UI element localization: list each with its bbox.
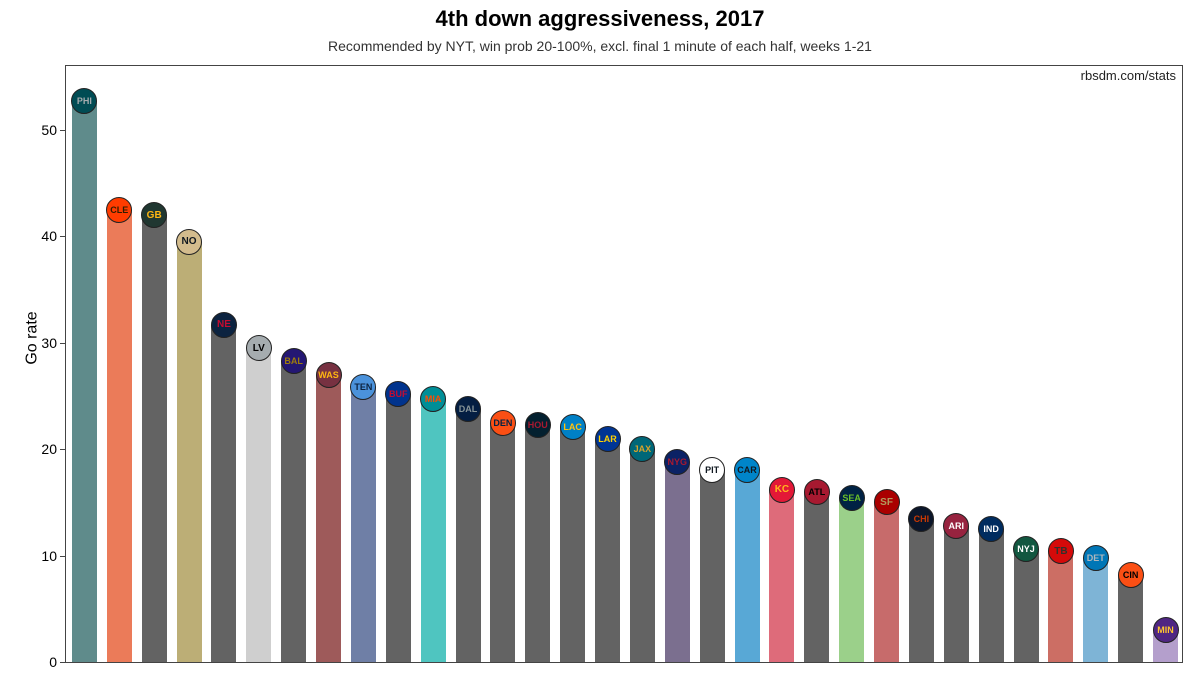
team-logo-sea: SEA — [839, 485, 865, 511]
team-logo-phi: PHI — [71, 88, 97, 114]
team-logo-lac: LAC — [560, 414, 586, 440]
team-logo-ari: ARI — [943, 513, 969, 539]
team-logo-min: MIN — [1153, 617, 1179, 643]
bar-mia: MIA — [421, 399, 446, 662]
bar-ne: NE — [211, 325, 236, 662]
team-logo-ten: TEN — [350, 374, 376, 400]
bar-chi: CHI — [909, 519, 934, 662]
bar-cin: CIN — [1118, 575, 1143, 662]
team-logo-dal: DAL — [455, 396, 481, 422]
team-logo-ne: NE — [211, 312, 237, 338]
team-logo-car: CAR — [734, 457, 760, 483]
y-tick-label: 50 — [0, 122, 57, 138]
y-tick-label: 20 — [0, 441, 57, 457]
y-tick-label: 0 — [0, 654, 57, 670]
bar-tb: TB — [1048, 551, 1073, 662]
team-logo-det: DET — [1083, 545, 1109, 571]
team-logo-sf: SF — [874, 489, 900, 515]
team-logo-gb: GB — [141, 202, 167, 228]
team-logo-cin: CIN — [1118, 562, 1144, 588]
bar-buf: BUF — [386, 394, 411, 662]
bar-nyj: NYJ — [1014, 549, 1039, 662]
bar-lar: LAR — [595, 439, 620, 663]
bar-jax: JAX — [630, 449, 655, 662]
bar-min: MIN — [1153, 630, 1178, 662]
bar-no: NO — [177, 242, 202, 662]
team-logo-tb: TB — [1048, 538, 1074, 564]
bar-sea: SEA — [839, 498, 864, 662]
team-logo-kc: KC — [769, 477, 795, 503]
team-logo-pit: PIT — [699, 457, 725, 483]
bar-ind: IND — [979, 529, 1004, 662]
team-logo-hou: HOU — [525, 412, 551, 438]
chart-container: 4th down aggressiveness, 2017 Recommende… — [0, 0, 1200, 675]
bar-dal: DAL — [456, 409, 481, 662]
chart-title: 4th down aggressiveness, 2017 — [0, 6, 1200, 32]
bar-ari: ARI — [944, 526, 969, 662]
team-logo-mia: MIA — [420, 386, 446, 412]
bar-kc: KC — [769, 490, 794, 662]
team-logo-den: DEN — [490, 410, 516, 436]
team-logo-nyj: NYJ — [1013, 536, 1039, 562]
bar-pit: PIT — [700, 470, 725, 662]
team-logo-atl: ATL — [804, 479, 830, 505]
bar-nyg: NYG — [665, 462, 690, 662]
attribution-text: rbsdm.com/stats — [1081, 68, 1176, 83]
bar-den: DEN — [490, 423, 515, 662]
team-logo-nyg: NYG — [664, 449, 690, 475]
team-logo-lar: LAR — [595, 426, 621, 452]
bar-phi: PHI — [72, 101, 97, 662]
plot-area: rbsdm.com/stats PHICLEGBNONELVBALWASTENB… — [65, 65, 1183, 663]
bar-car: CAR — [735, 470, 760, 662]
bar-lv: LV — [246, 348, 271, 662]
team-logo-was: WAS — [316, 362, 342, 388]
team-logo-lv: LV — [246, 335, 272, 361]
bar-hou: HOU — [525, 425, 550, 662]
bar-gb: GB — [142, 215, 167, 662]
bar-bal: BAL — [281, 361, 306, 662]
bar-sf: SF — [874, 502, 899, 662]
bar-cle: CLE — [107, 210, 132, 662]
y-tick-label: 40 — [0, 228, 57, 244]
bar-was: WAS — [316, 375, 341, 662]
bar-lac: LAC — [560, 427, 585, 662]
team-logo-cle: CLE — [106, 197, 132, 223]
team-logo-ind: IND — [978, 516, 1004, 542]
team-logo-jax: JAX — [629, 436, 655, 462]
y-tick-label: 30 — [0, 335, 57, 351]
team-logo-chi: CHI — [908, 506, 934, 532]
y-tick-label: 10 — [0, 548, 57, 564]
team-logo-buf: BUF — [385, 381, 411, 407]
team-logo-bal: BAL — [281, 348, 307, 374]
team-logo-no: NO — [176, 229, 202, 255]
bar-det: DET — [1083, 558, 1108, 662]
chart-subtitle: Recommended by NYT, win prob 20-100%, ex… — [0, 38, 1200, 54]
bar-atl: ATL — [804, 492, 829, 662]
bar-ten: TEN — [351, 387, 376, 662]
